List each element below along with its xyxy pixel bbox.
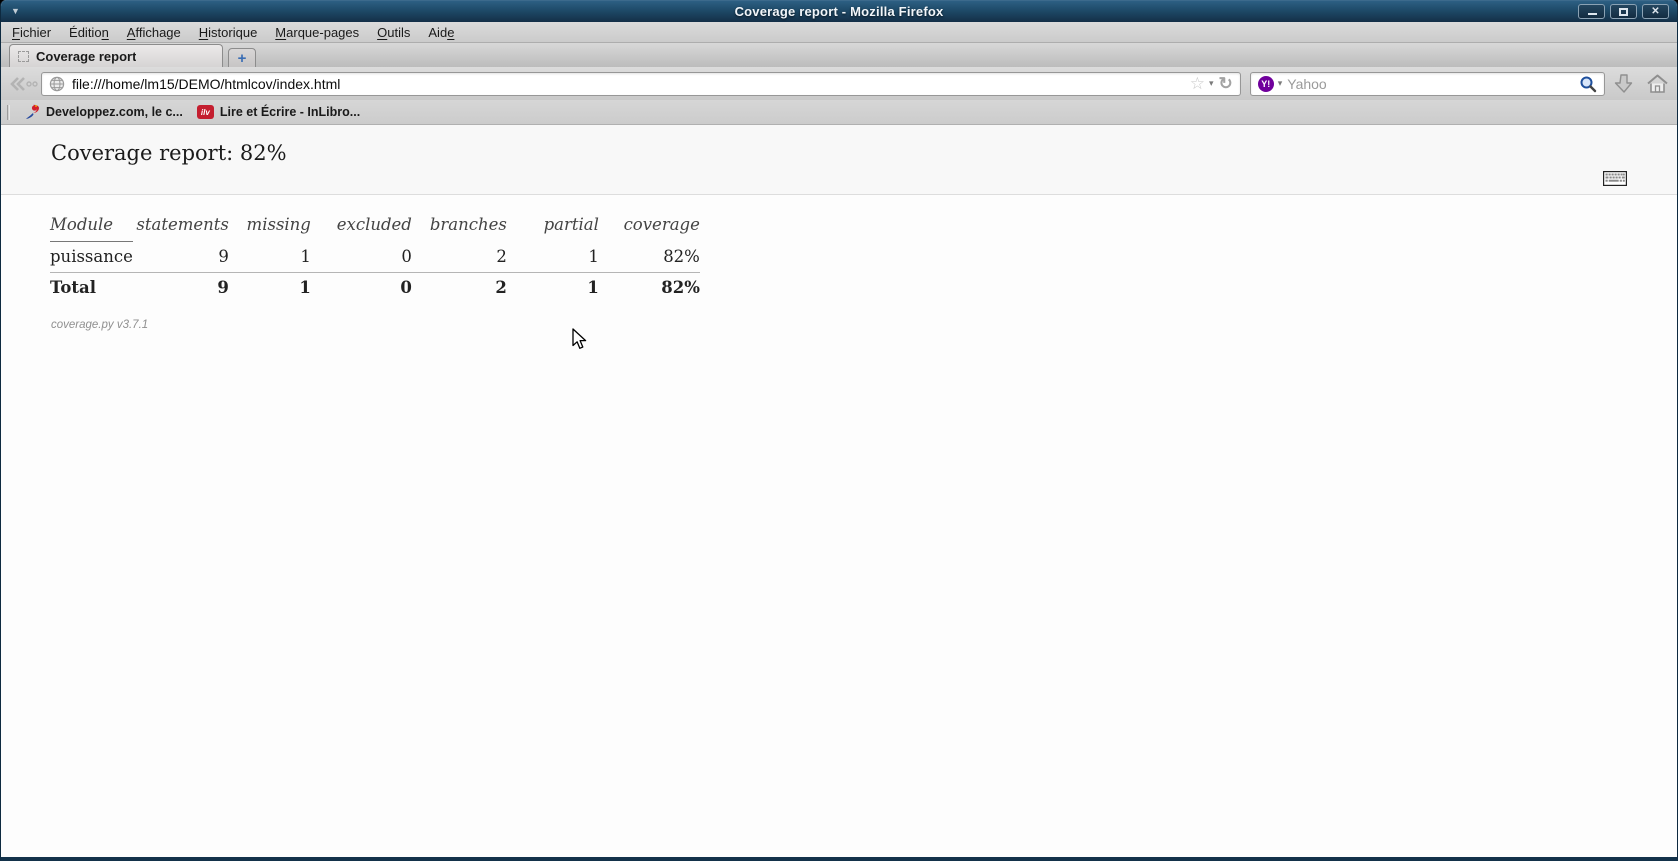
total-excluded: 0 bbox=[310, 272, 412, 303]
downloads-button[interactable] bbox=[1610, 71, 1638, 97]
table-header-row: Module statements missing excluded branc… bbox=[50, 211, 700, 242]
column-header-missing[interactable]: missing bbox=[246, 215, 311, 235]
page-title: Coverage report: 82% bbox=[51, 141, 287, 165]
cell-excluded: 0 bbox=[401, 246, 412, 266]
menu-outils[interactable]: Outils bbox=[377, 24, 411, 40]
cell-branches: 2 bbox=[496, 246, 507, 266]
search-icon[interactable] bbox=[1579, 75, 1597, 93]
minimize-button[interactable] bbox=[1578, 4, 1605, 19]
bookmark-label: Lire et Écrire - InLibro... bbox=[219, 105, 361, 119]
cell-partial: 1 bbox=[588, 246, 599, 266]
table-row: puissance 9 1 0 2 1 82% bbox=[50, 242, 700, 273]
menu-affichage[interactable]: Affichage bbox=[126, 24, 181, 40]
bookmark-inlibro[interactable]: ilv Lire et Écrire - InLibro... bbox=[190, 103, 367, 121]
minimize-icon bbox=[1588, 13, 1597, 15]
tab-label: Coverage report bbox=[36, 48, 137, 64]
home-icon bbox=[1646, 74, 1668, 93]
inlibro-logo-icon: ilv bbox=[196, 105, 214, 119]
close-icon: ✕ bbox=[1651, 5, 1660, 17]
total-missing: 1 bbox=[228, 272, 311, 303]
total-label: Total bbox=[50, 272, 133, 303]
bookmark-label: Developpez.com, le c... bbox=[46, 105, 183, 119]
cell-coverage: 82% bbox=[663, 246, 700, 266]
menu-historique[interactable]: Historique bbox=[198, 24, 258, 40]
bookmark-developpez[interactable]: Developpez.com, le c... bbox=[18, 102, 190, 122]
total-coverage: 82% bbox=[598, 272, 700, 303]
reload-icon[interactable]: ↻ bbox=[1218, 73, 1233, 93]
table-row-total: Total 9 1 0 2 1 82% bbox=[50, 272, 700, 303]
window-title: Coverage report - Mozilla Firefox bbox=[734, 4, 944, 19]
search-bar[interactable]: Y! ▾ Yahoo bbox=[1249, 71, 1606, 96]
bookmarks-toolbar: Developpez.com, le c... ilv Lire et Écri… bbox=[1, 100, 1677, 125]
menu-fichier[interactable]: Fichier bbox=[12, 24, 52, 40]
download-arrow-icon bbox=[1614, 73, 1633, 93]
total-branches: 2 bbox=[411, 272, 507, 303]
coverage-version-text: coverage.py v3.7.1 bbox=[51, 319, 149, 331]
developpez-logo-icon bbox=[26, 104, 39, 119]
back-button[interactable] bbox=[7, 72, 39, 96]
menu-aide[interactable]: Aide bbox=[428, 24, 455, 40]
yahoo-engine-icon[interactable]: Y! bbox=[1257, 75, 1274, 92]
menu-marque-pages[interactable]: Marque-pages bbox=[275, 24, 360, 40]
total-statements: 9 bbox=[132, 272, 229, 303]
coverage-table: Module statements missing excluded branc… bbox=[50, 211, 700, 303]
tab-bar: Coverage report + bbox=[1, 43, 1677, 67]
page-content: Coverage report: 82% Module bbox=[1, 125, 1677, 857]
bookmark-star-icon[interactable]: ☆ bbox=[1189, 73, 1205, 93]
window-controls: ✕ bbox=[1578, 4, 1669, 19]
toolbar-grip[interactable] bbox=[7, 104, 10, 120]
column-header-excluded[interactable]: excluded bbox=[336, 215, 412, 235]
column-header-partial[interactable]: partial bbox=[543, 215, 599, 235]
menu-edition[interactable]: Édition bbox=[69, 24, 109, 40]
url-text[interactable]: file:///home/lm15/DEMO/htmlcov/index.htm… bbox=[71, 75, 341, 92]
bookmark-dropdown-icon[interactable]: ▾ bbox=[1208, 78, 1214, 88]
menu-bar: Fichier Édition Affichage Historique Mar… bbox=[1, 22, 1677, 43]
cell-missing: 1 bbox=[300, 246, 311, 266]
close-button[interactable]: ✕ bbox=[1642, 4, 1669, 19]
url-bar[interactable]: file:///home/lm15/DEMO/htmlcov/index.htm… bbox=[40, 71, 1241, 96]
column-header-module[interactable]: Module bbox=[50, 211, 133, 242]
coverage-header: Coverage report: 82% bbox=[1, 125, 1677, 195]
window-menu-icon[interactable]: ▼ bbox=[11, 6, 20, 16]
total-partial: 1 bbox=[506, 272, 599, 303]
cell-statements: 9 bbox=[218, 246, 229, 266]
navigation-toolbar: file:///home/lm15/DEMO/htmlcov/index.htm… bbox=[1, 67, 1677, 100]
back-icon bbox=[10, 76, 38, 91]
globe-icon bbox=[49, 76, 65, 91]
window-titlebar: ▼ Coverage report - Mozilla Firefox ✕ bbox=[1, 0, 1677, 22]
column-header-coverage[interactable]: coverage bbox=[623, 215, 700, 235]
maximize-button[interactable] bbox=[1610, 4, 1637, 19]
search-engine-dropdown-icon[interactable]: ▾ bbox=[1277, 78, 1283, 88]
home-button[interactable] bbox=[1643, 71, 1671, 97]
new-tab-button[interactable]: + bbox=[228, 48, 256, 67]
module-link[interactable]: puissance bbox=[50, 247, 133, 266]
keyboard-shortcuts-icon[interactable] bbox=[1602, 170, 1628, 191]
maximize-icon bbox=[1619, 7, 1628, 16]
search-input[interactable]: Yahoo bbox=[1287, 75, 1327, 92]
tab-coverage-report[interactable]: Coverage report bbox=[9, 44, 223, 67]
plus-icon: + bbox=[237, 49, 247, 67]
column-header-branches[interactable]: branches bbox=[429, 215, 507, 235]
column-header-statements[interactable]: statements bbox=[136, 215, 229, 235]
tab-favicon-icon bbox=[18, 50, 29, 62]
